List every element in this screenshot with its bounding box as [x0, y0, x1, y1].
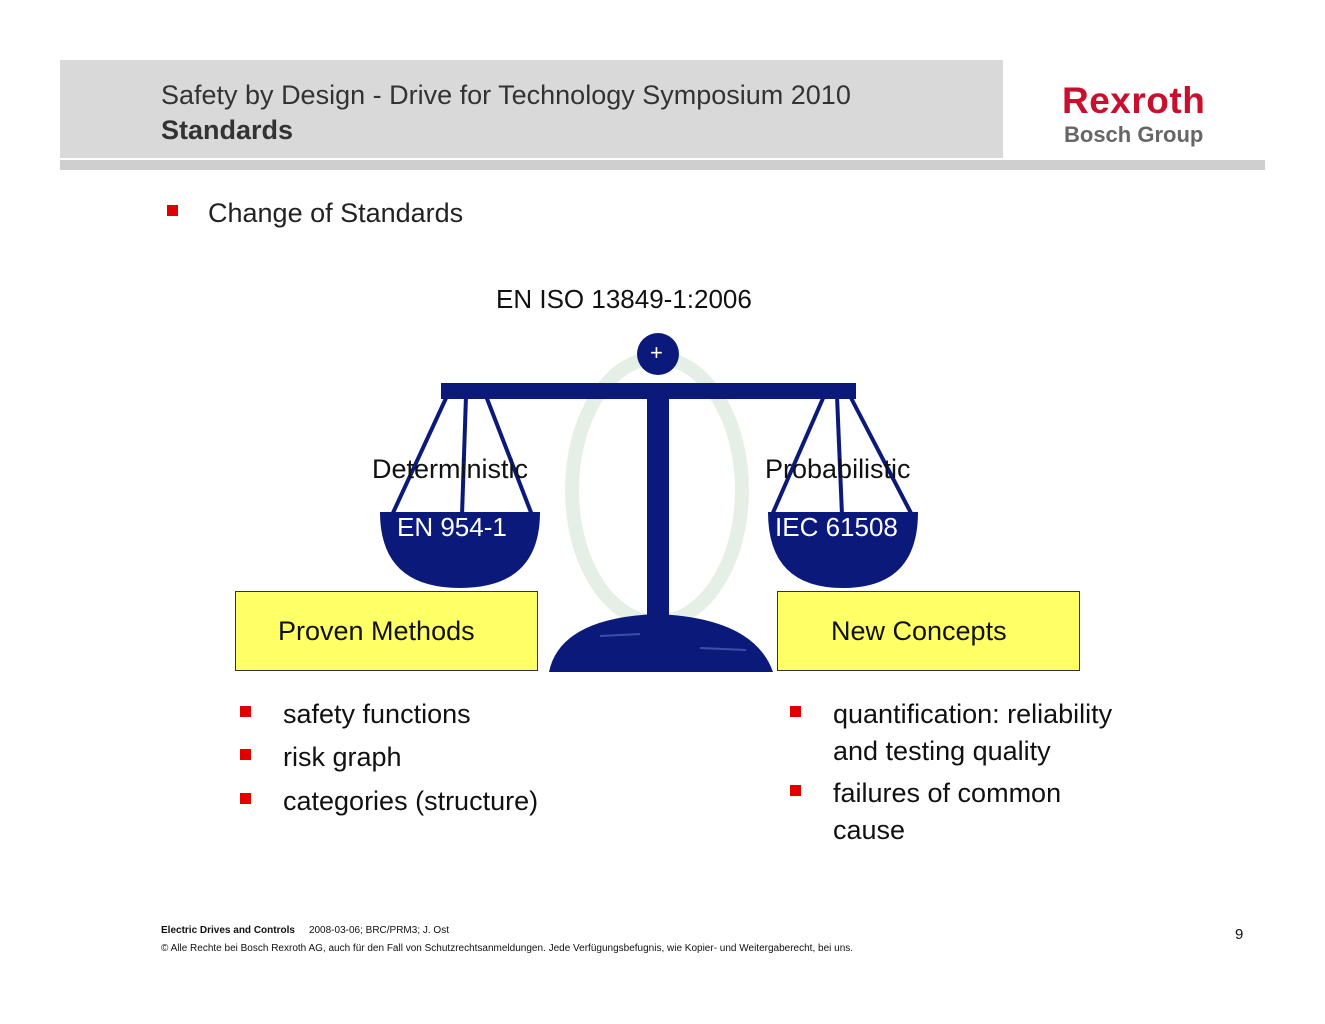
main-bullet-text: Change of Standards — [208, 198, 464, 228]
left-list-item: categories (structure) — [283, 786, 539, 816]
page-number: 9 — [1235, 926, 1244, 943]
new-concepts-box: New Concepts — [777, 591, 1080, 671]
footer-copyright: © Alle Rechte bei Bosch Rexroth AG, auch… — [161, 943, 854, 954]
footer-date-ref: 2008-03-06; BRC/PRM3; J. Ost — [308, 925, 449, 936]
right-pan-standard: IEC 61508 — [775, 512, 898, 542]
header-band — [60, 60, 1003, 158]
left-list-item: risk graph — [283, 742, 402, 772]
bullet-icon — [790, 785, 801, 796]
right-list-item-continued: cause — [833, 815, 906, 845]
bullet-icon — [240, 793, 251, 804]
slide-title: Safety by Design - Drive for Technology … — [161, 80, 851, 110]
right-list-item: quantification: reliability — [833, 699, 1113, 729]
bullet-icon — [167, 205, 178, 216]
bullet-icon — [790, 706, 801, 717]
rexroth-logo: Rexroth Bosch Group — [1062, 80, 1232, 150]
bullet-icon — [240, 749, 251, 760]
slide-subtitle: Standards — [161, 115, 294, 145]
header-divider — [60, 160, 1265, 170]
bullet-icon — [240, 706, 251, 717]
left-pan-standard: EN 954-1 — [397, 512, 507, 542]
logo-group: Bosch Group — [1064, 122, 1204, 147]
new-concepts-label: New Concepts — [831, 616, 1007, 646]
left-pan-label: Deterministic — [372, 454, 529, 484]
right-list-item-continued: and testing quality — [833, 736, 1051, 766]
scale-top-symbol: + — [650, 340, 663, 365]
right-list-item: failures of common — [833, 778, 1062, 808]
logo-brand: Rexroth — [1062, 80, 1206, 121]
left-list-item: safety functions — [283, 699, 471, 729]
proven-methods-label: Proven Methods — [278, 616, 475, 646]
right-pan-label: Probabilistic — [765, 454, 911, 484]
proven-methods-box: Proven Methods — [235, 591, 538, 671]
standard-title: EN ISO 13849-1:2006 — [496, 284, 752, 314]
footer-division: Electric Drives and Controls — [161, 925, 295, 936]
footer-meta: Electric Drives and Controls 2008-03-06; … — [161, 925, 449, 936]
